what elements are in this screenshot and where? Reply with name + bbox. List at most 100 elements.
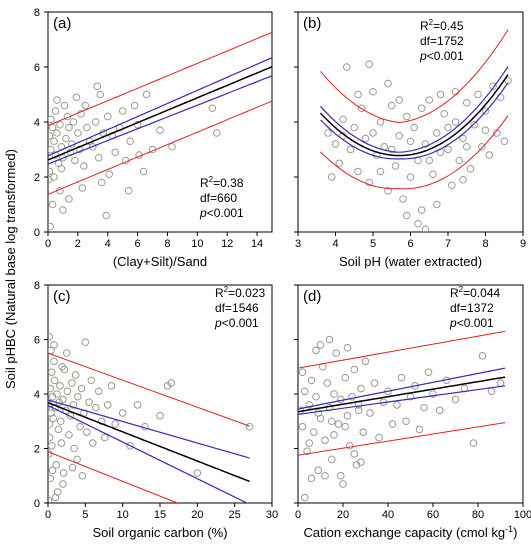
panel-a-data-point <box>57 164 66 173</box>
panel-d-data-point <box>388 420 397 428</box>
panel-c-x-tick-label: 15 <box>154 509 166 521</box>
panel-c-data-point <box>57 439 66 447</box>
panel-c-data-point <box>48 368 56 376</box>
panel-a-data-point <box>81 101 90 110</box>
panel-b-data-point <box>436 90 445 99</box>
panel-b-data-point <box>459 175 467 184</box>
panel-a-y-tick-label: 6 <box>34 62 40 74</box>
panel-b-data-point <box>451 118 460 126</box>
panel-c-data-point <box>48 496 53 503</box>
panel-c-confidence-lower <box>48 404 249 503</box>
panel-b-data-point <box>462 142 471 151</box>
panel-a-data-point <box>96 90 105 99</box>
panel-d-data-point <box>330 390 338 398</box>
panel-b-data-point <box>369 129 377 137</box>
panel-a-data-point <box>156 126 164 135</box>
panel-c-points <box>48 332 254 503</box>
panel-b-data-point <box>406 137 415 146</box>
panel-d-x-tick-label: 60 <box>427 509 439 521</box>
panel-d-data-point <box>307 474 316 483</box>
panel-a-data-point <box>56 120 64 129</box>
panel-d-data-point <box>321 436 329 445</box>
panel-d-data-point <box>375 433 383 442</box>
panel-d-data-point <box>300 493 309 502</box>
panel-c-prediction-lower <box>48 451 179 503</box>
panel-d-data-point <box>327 417 336 426</box>
panel-a-degrees-of-freedom: df=660 <box>200 191 237 205</box>
panel-a-x-tick-label: 10 <box>191 238 203 250</box>
panel-b-panel-label: (b) <box>303 15 321 32</box>
panel-d-data-point <box>478 352 487 360</box>
panel-d-data-point <box>327 455 336 464</box>
panel-c-data-point <box>83 428 91 436</box>
panel-d-data-point <box>420 403 428 412</box>
panel-d-data-point <box>303 447 311 456</box>
panel-b-data-point <box>365 178 374 187</box>
panel-a-prediction-upper <box>48 31 272 127</box>
panel-b-confidence-lower <box>320 82 509 160</box>
panel-a-data-point <box>78 184 87 192</box>
panel-b-data-point <box>421 140 430 148</box>
panel-b-data-point <box>432 129 441 137</box>
panel-b-x-tick-label: 3 <box>295 238 301 250</box>
panel-b-data-point <box>384 79 392 88</box>
panel-b-data-point <box>376 167 385 176</box>
panel-a-data-point <box>69 118 78 126</box>
panel-d-data-point <box>325 335 334 344</box>
panel-b-data-point <box>489 82 497 91</box>
panel-a-panel-label: (a) <box>53 15 71 32</box>
panel-b-data-point <box>451 87 460 96</box>
panel-b-r-squared: R2=0.45 <box>420 18 464 33</box>
panel-b-data-point <box>335 159 344 168</box>
panel-c-data-point <box>97 417 106 426</box>
panel-c-data-point <box>78 471 87 480</box>
panel-c-data-point <box>48 441 56 450</box>
panel-c-data-point <box>91 403 100 412</box>
panel-c-x-tick-label: 30 <box>266 509 278 521</box>
panel-a-data-point <box>212 129 221 137</box>
panel-b-data-point <box>425 156 434 165</box>
panel-a-data-point <box>48 115 55 124</box>
panel-b-data-point <box>331 140 340 148</box>
panel-a-data-point <box>94 153 103 162</box>
panel-a-data-point <box>72 93 81 102</box>
panel-a-data-point <box>48 167 54 176</box>
panel-c-y-tick-label: 4 <box>34 389 40 401</box>
panel-c-p-value: p<0.001 <box>214 316 259 330</box>
panel-a-x-tick-label: 4 <box>105 238 111 250</box>
panel-c-r-squared: R2=0.023 <box>215 285 265 300</box>
panel-c-y-tick-label: 6 <box>34 335 40 347</box>
panel-b-data-point <box>324 129 332 137</box>
panel-c-data-point <box>77 384 86 393</box>
panel-d-data-point <box>435 406 444 415</box>
panel-d-fit-lines <box>298 330 506 456</box>
panel-b-data-point <box>339 115 347 124</box>
panel-c-data-point <box>48 433 54 442</box>
panel-a-data-point <box>105 170 114 179</box>
panel-b-data-point <box>327 173 336 181</box>
panel-b-data-point <box>387 145 396 154</box>
panel-c-data-point <box>73 455 81 464</box>
panel-a-x-tick-label: 14 <box>251 238 263 250</box>
panel-c-data-point <box>48 474 55 483</box>
panel-c-data-point <box>87 376 96 385</box>
panel-d-data-point <box>357 458 365 466</box>
panel-b-data-point <box>365 60 374 69</box>
panel-c-data-point <box>70 444 78 453</box>
panel-c-data-point <box>68 379 76 387</box>
panel-c-data-point <box>50 376 59 385</box>
panel-d-data-point <box>300 387 309 396</box>
panel-b-data-point <box>406 173 415 181</box>
panel-c: 0 5 10 15 20 25 30 0 2 4 6 8 Soil organic carbon (%)… <box>34 280 278 540</box>
panel-b-fit-lines <box>319 29 509 190</box>
panel-d: 0 20 40 60 80 100 Cation exchange capacity (cm… <box>294 284 531 540</box>
panel-c-data-point <box>50 357 58 366</box>
panel-a-data-point <box>83 123 91 132</box>
panel-a-data-point <box>48 200 57 209</box>
panel-b-data-point <box>459 134 467 143</box>
panel-d-x-axis-label: Cation exchange capacity (cmol kg-1) <box>304 524 518 540</box>
panel-b-data-point <box>444 145 452 154</box>
panel-d-data-point <box>350 450 359 458</box>
